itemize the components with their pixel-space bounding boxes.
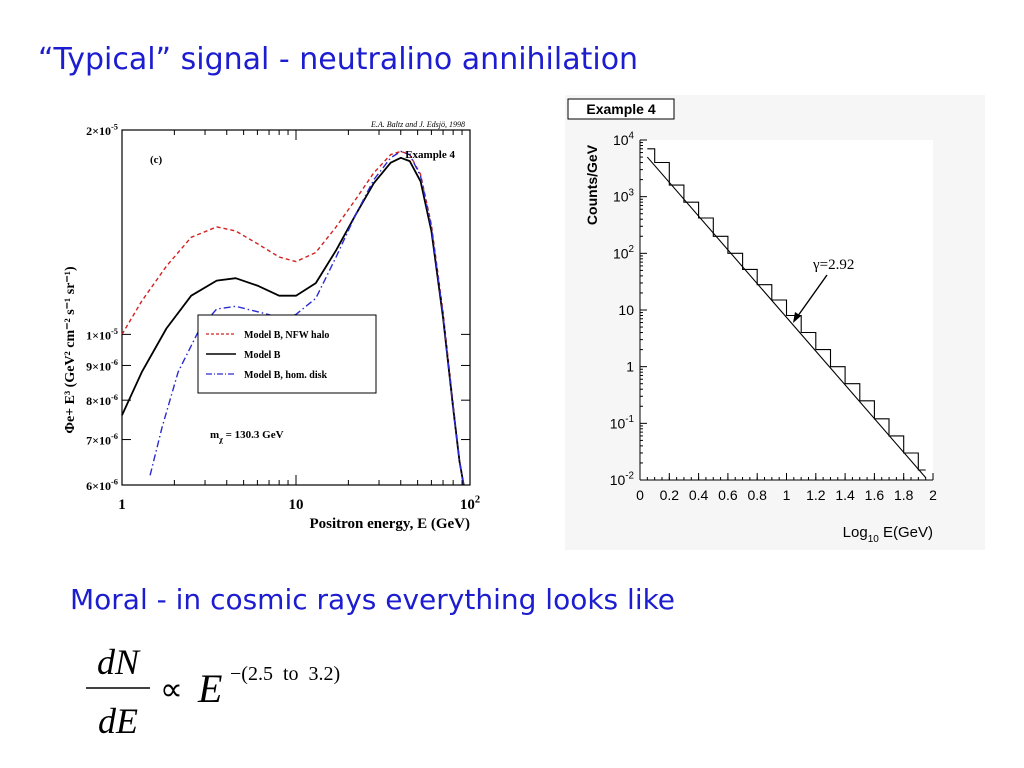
x-tick-label: 0 xyxy=(636,487,644,503)
y-axis-label: Φe+ E³ (GeV² cm⁻² s⁻¹ sr⁻¹) xyxy=(63,266,78,434)
gamma-arrowhead xyxy=(793,312,801,323)
x-tick-label: 10 xyxy=(289,497,304,513)
y-tick-label: 2×10-5 xyxy=(86,123,118,138)
x-tick-label: 0.4 xyxy=(689,487,709,503)
chart-credit: E.A. Baltz and J. Edsjö, 1998 xyxy=(370,120,465,129)
legend-label-model-b: Model B xyxy=(244,350,281,361)
x-tick-label: 102 xyxy=(460,494,480,513)
y-tick-label: 104 xyxy=(613,131,635,148)
x-tick-label: 1 xyxy=(118,497,126,513)
y-tick-label: 10-2 xyxy=(610,471,634,488)
power-law-formula: dN dE ∝ E −(2.5 to 3.2) xyxy=(86,642,340,741)
panel-label: (c) xyxy=(150,154,163,166)
y-axis-label-counts: Counts/GeV xyxy=(584,144,600,225)
y-tick-label: 8×10-6 xyxy=(86,393,118,408)
formula-proportional: ∝ xyxy=(160,671,183,707)
example-badge-label: Example 4 xyxy=(586,101,655,117)
legend-label-disk: Model B, hom. disk xyxy=(244,370,328,381)
y-tick-label: 9×10-6 xyxy=(86,358,118,373)
formula-base: E xyxy=(197,666,222,711)
y-tick-label: 7×10-6 xyxy=(86,432,118,447)
curve-model-b xyxy=(121,156,465,486)
y-tick-label: 103 xyxy=(613,187,635,204)
slide-title: “Typical” signal - neutralino annihilati… xyxy=(38,42,639,77)
formula-numerator: dN xyxy=(97,642,141,682)
power-law-fit-line xyxy=(646,156,927,479)
x-tick-label: 1.6 xyxy=(865,487,885,503)
x-tick-label: 1.8 xyxy=(894,487,914,503)
x-tick-label: 0.8 xyxy=(747,487,767,503)
x-tick-label: 1 xyxy=(783,487,791,503)
y-tick-label: 6×10-6 xyxy=(86,478,118,493)
formula-exponent: −(2.5 to 3.2) xyxy=(230,663,340,685)
legend: Model B, NFW halo Model B Model B, hom. … xyxy=(197,314,377,394)
histogram-steps xyxy=(647,148,926,471)
x-tick-label: 1.4 xyxy=(835,487,855,503)
x-tick-label: 0.6 xyxy=(718,487,738,503)
gamma-annotation: γ=2.92 xyxy=(812,257,854,273)
y-tick-label: 1×10-5 xyxy=(86,327,118,342)
x-tick-label: 2 xyxy=(929,487,937,503)
y-tick-label: 10 xyxy=(618,302,634,318)
power-law-histogram-chart: Example 4 0 0.2 0.4 0.6 0.8 1 1.2 1.4 1.6 1.8 2 104… xyxy=(565,95,985,550)
curve-nfw-halo xyxy=(121,150,465,486)
legend-label-nfw: Model B, NFW halo xyxy=(244,330,329,341)
plot-frame xyxy=(121,129,471,486)
x-axis-label: Positron energy, E (GeV) xyxy=(309,516,470,532)
positron-spectrum-chart: 1 10 102 6×10-6 7×10-6 8×10-6 9×10-6 1×10-5 2×10… xyxy=(63,120,480,532)
y-tick-label: 1 xyxy=(626,359,634,375)
example-label: Example 4 xyxy=(405,149,455,161)
moral-text: Moral - in cosmic rays everything looks … xyxy=(70,583,676,616)
x-axis-label-log-energy: Log10 E(GeV) xyxy=(843,524,933,545)
y-tick-label: 102 xyxy=(613,244,634,261)
gamma-arrow xyxy=(794,274,828,321)
x-tick-label: 1.2 xyxy=(806,487,826,503)
y-tick-label: 10-1 xyxy=(610,414,634,431)
formula-denominator: dE xyxy=(98,701,138,741)
x-tick-label: 0.2 xyxy=(660,487,680,503)
example-badge xyxy=(567,98,675,120)
mass-annotation: mχ = 130.3 GeV xyxy=(210,429,284,444)
